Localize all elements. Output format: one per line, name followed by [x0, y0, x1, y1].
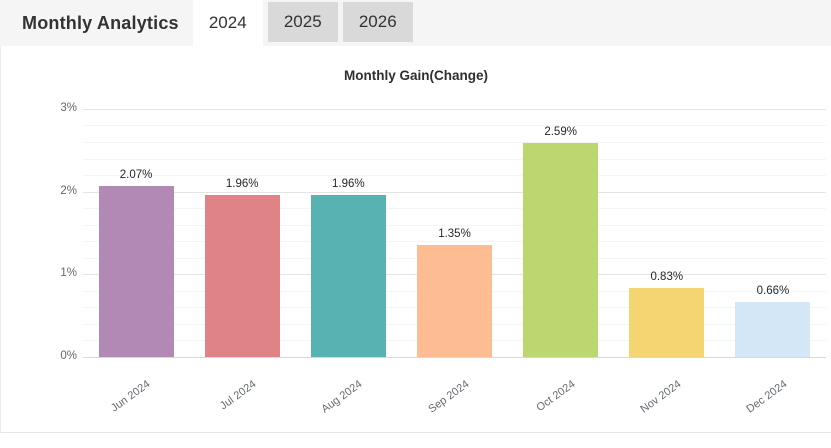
minor-gridline — [83, 241, 826, 243]
bar-jun-2024[interactable] — [98, 185, 174, 357]
bar-value-label: 1.96% — [332, 177, 365, 190]
x-axis-line — [83, 357, 826, 358]
minor-gridline — [83, 175, 826, 177]
bar-jul-2024[interactable] — [204, 194, 280, 357]
header: Monthly Analytics 2024 2025 2026 — [0, 0, 831, 46]
bar-value-label: 0.66% — [756, 285, 790, 298]
bar-value-label: 1.35% — [438, 228, 471, 241]
x-axis-tick-label: Nov 2024 — [638, 378, 684, 416]
major-gridline — [83, 191, 826, 193]
bar-sep-2024[interactable] — [417, 245, 492, 357]
minor-gridline — [83, 125, 826, 127]
bar-aug-2024[interactable] — [310, 194, 386, 357]
x-axis-tick-label: Dec 2024 — [744, 378, 790, 416]
minor-gridline — [83, 224, 826, 226]
tab-2024[interactable]: 2024 — [192, 0, 263, 46]
bar-nov-2024[interactable] — [629, 288, 705, 357]
x-axis-tick-label: Oct 2024 — [533, 378, 578, 415]
bar-value-label: 0.83% — [650, 271, 684, 284]
minor-gridline — [83, 208, 826, 210]
y-axis-tick-label: 2% — [60, 184, 77, 197]
minor-gridline — [83, 158, 826, 160]
x-axis-tick-label: Sep 2024 — [425, 378, 472, 416]
x-axis-tick-label: Jun 2024 — [108, 378, 153, 415]
year-tabs: 2024 2025 2026 — [192, 0, 413, 46]
bar-value-label: 1.96% — [225, 177, 259, 190]
x-axis-tick-label: Jul 2024 — [218, 378, 259, 413]
bar-value-label: 2.07% — [119, 168, 153, 181]
chart-title: Monthly Gain(Change) — [344, 68, 488, 83]
major-gridline — [83, 108, 826, 110]
y-axis-tick-label: 3% — [60, 101, 77, 114]
tab-2026[interactable]: 2026 — [342, 2, 413, 42]
chart-panel: Monthly Gain(Change) 0% 1% 2% 3% 2.07% Jun 20… — [0, 46, 831, 433]
bar-value-label: 2.59% — [544, 125, 577, 138]
y-axis-tick-label: 0% — [60, 350, 77, 362]
y-axis-tick-label: 1% — [60, 267, 77, 280]
x-axis-tick-label: Aug 2024 — [319, 378, 365, 416]
bar-dec-2024[interactable] — [735, 302, 811, 357]
tab-2025[interactable]: 2025 — [267, 2, 338, 42]
minor-gridline — [83, 141, 826, 143]
bar-chart: 0% 1% 2% 3% 2.07% Jun 2024 1.96% Jul 2024 1.96% A… — [1, 46, 831, 432]
bar-oct-2024[interactable] — [523, 142, 599, 357]
page-title: Monthly Analytics — [22, 13, 179, 33]
